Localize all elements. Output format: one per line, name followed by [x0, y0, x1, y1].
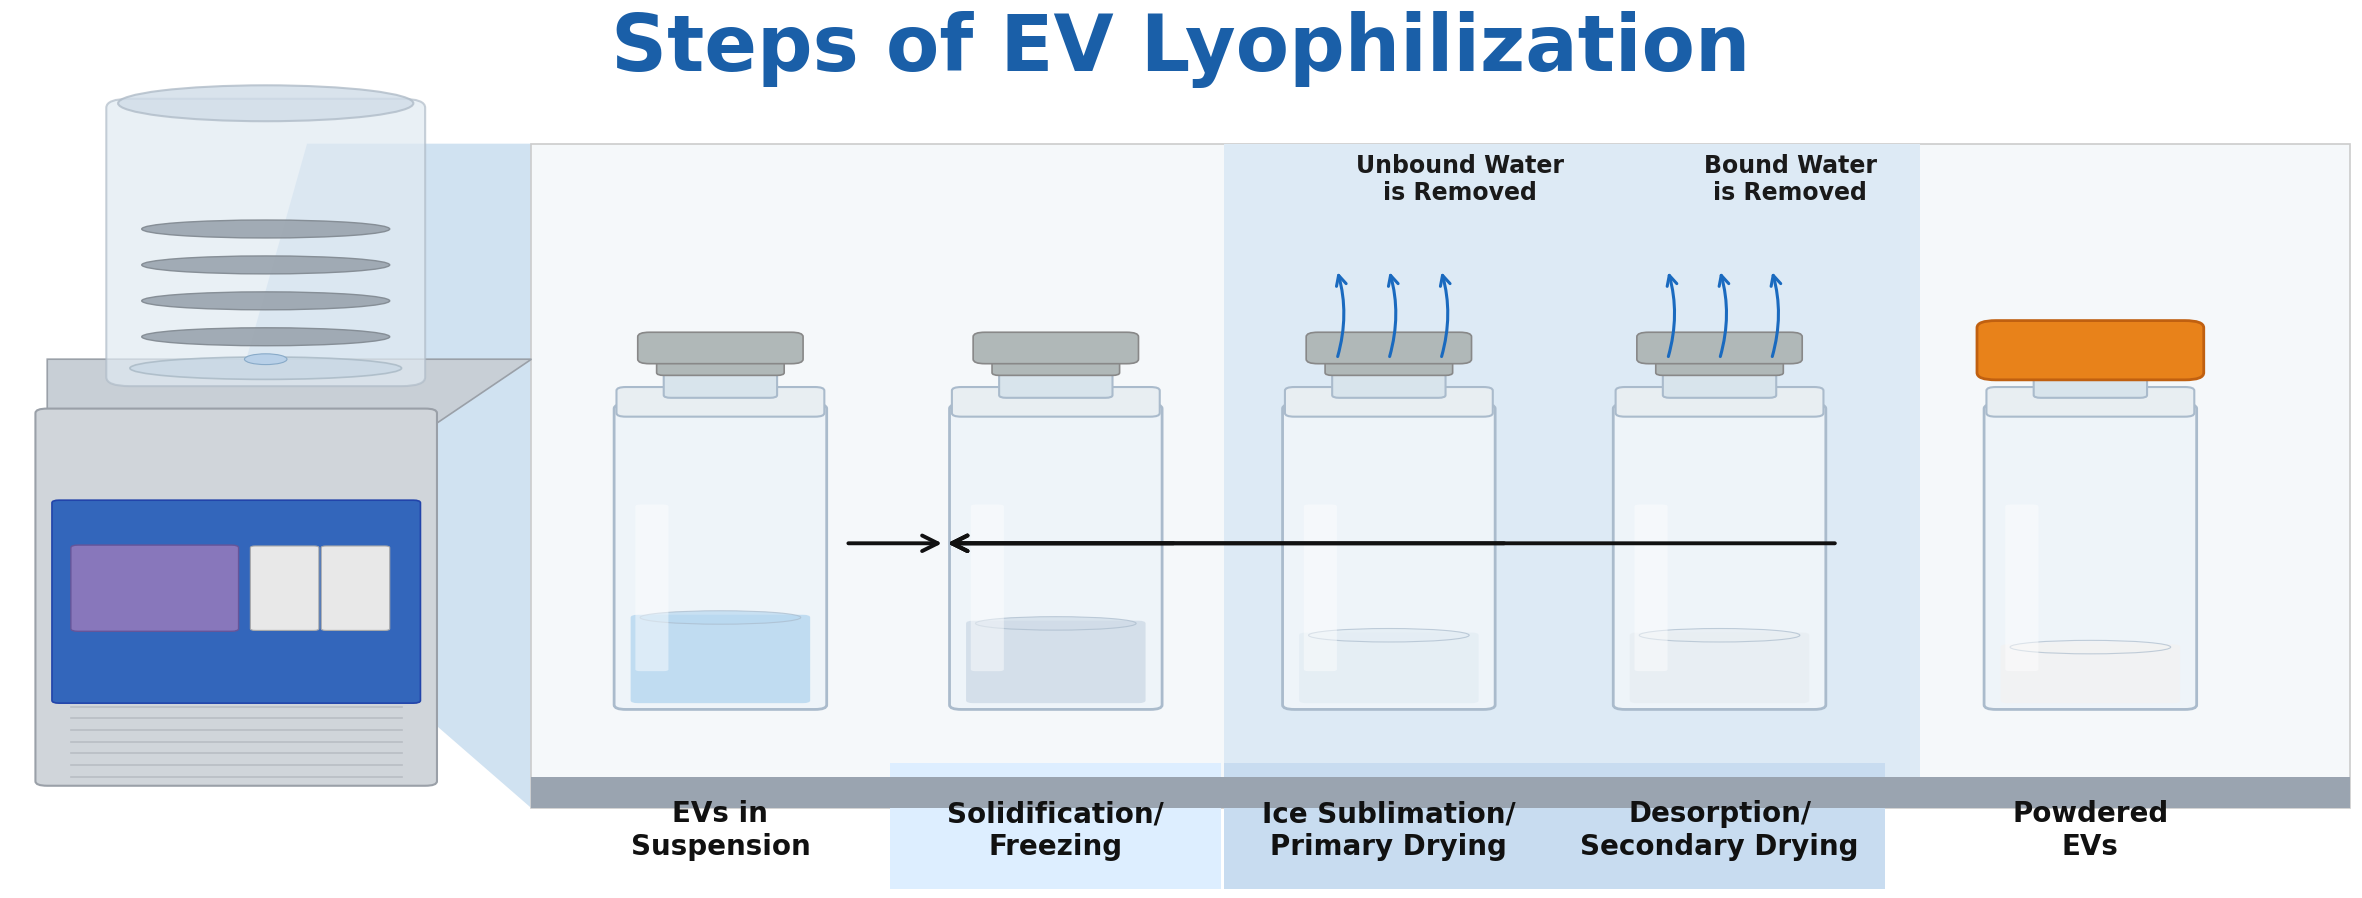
FancyBboxPatch shape	[664, 365, 777, 398]
FancyBboxPatch shape	[1637, 332, 1802, 364]
FancyBboxPatch shape	[2005, 505, 2038, 671]
FancyBboxPatch shape	[635, 505, 668, 671]
FancyBboxPatch shape	[250, 546, 319, 630]
FancyBboxPatch shape	[1283, 404, 1495, 709]
FancyBboxPatch shape	[1635, 505, 1668, 671]
FancyBboxPatch shape	[321, 546, 390, 630]
Text: Solidification/
Freezing: Solidification/ Freezing	[947, 800, 1164, 861]
FancyBboxPatch shape	[106, 99, 425, 386]
FancyBboxPatch shape	[1304, 505, 1337, 671]
Ellipse shape	[130, 357, 402, 380]
Ellipse shape	[118, 85, 413, 121]
FancyBboxPatch shape	[614, 404, 827, 709]
FancyBboxPatch shape	[1285, 387, 1493, 417]
FancyBboxPatch shape	[1325, 352, 1453, 375]
FancyBboxPatch shape	[1616, 387, 1823, 417]
Text: Unbound Water
is Removed: Unbound Water is Removed	[1356, 154, 1564, 206]
FancyBboxPatch shape	[71, 545, 239, 631]
FancyBboxPatch shape	[966, 621, 1146, 703]
FancyBboxPatch shape	[1656, 352, 1783, 375]
FancyBboxPatch shape	[35, 409, 437, 786]
FancyBboxPatch shape	[1554, 763, 1885, 889]
Text: Bound Water
is Removed: Bound Water is Removed	[1703, 154, 1878, 206]
FancyBboxPatch shape	[1663, 365, 1776, 398]
FancyBboxPatch shape	[1977, 321, 2204, 380]
Ellipse shape	[142, 328, 390, 346]
FancyBboxPatch shape	[531, 144, 2350, 808]
Ellipse shape	[1639, 629, 1800, 642]
FancyBboxPatch shape	[1613, 404, 1826, 709]
FancyBboxPatch shape	[999, 365, 1113, 398]
Text: Steps of EV Lyophilization: Steps of EV Lyophilization	[612, 11, 1750, 88]
Text: Ice Sublimation/
Primary Drying: Ice Sublimation/ Primary Drying	[1261, 800, 1516, 861]
Ellipse shape	[246, 354, 288, 365]
Polygon shape	[201, 144, 531, 808]
FancyBboxPatch shape	[1224, 144, 1590, 808]
FancyBboxPatch shape	[2034, 365, 2147, 398]
FancyBboxPatch shape	[1224, 763, 1554, 889]
FancyBboxPatch shape	[950, 404, 1162, 709]
Ellipse shape	[1309, 629, 1469, 642]
Text: EVs in
Suspension: EVs in Suspension	[631, 800, 810, 861]
FancyBboxPatch shape	[638, 332, 803, 364]
FancyBboxPatch shape	[971, 505, 1004, 671]
Ellipse shape	[142, 292, 390, 310]
FancyBboxPatch shape	[616, 387, 824, 417]
FancyBboxPatch shape	[973, 332, 1138, 364]
Ellipse shape	[2010, 640, 2171, 654]
FancyBboxPatch shape	[531, 777, 2350, 808]
Ellipse shape	[142, 220, 390, 238]
Text: Powdered
EVs: Powdered EVs	[2012, 800, 2168, 861]
FancyBboxPatch shape	[1306, 332, 1472, 364]
FancyBboxPatch shape	[2001, 645, 2180, 703]
FancyBboxPatch shape	[657, 352, 784, 375]
Ellipse shape	[976, 617, 1136, 630]
FancyBboxPatch shape	[1630, 632, 1809, 703]
Polygon shape	[47, 359, 531, 431]
FancyBboxPatch shape	[1554, 144, 1920, 808]
FancyBboxPatch shape	[992, 352, 1120, 375]
Ellipse shape	[142, 256, 390, 274]
FancyBboxPatch shape	[890, 763, 1221, 889]
FancyBboxPatch shape	[1984, 404, 2197, 709]
Ellipse shape	[640, 611, 801, 624]
FancyBboxPatch shape	[1299, 632, 1479, 703]
FancyBboxPatch shape	[631, 615, 810, 703]
FancyBboxPatch shape	[52, 500, 420, 703]
FancyBboxPatch shape	[952, 387, 1160, 417]
FancyBboxPatch shape	[1986, 387, 2194, 417]
FancyBboxPatch shape	[1332, 365, 1446, 398]
Text: Desorption/
Secondary Drying: Desorption/ Secondary Drying	[1580, 800, 1859, 861]
